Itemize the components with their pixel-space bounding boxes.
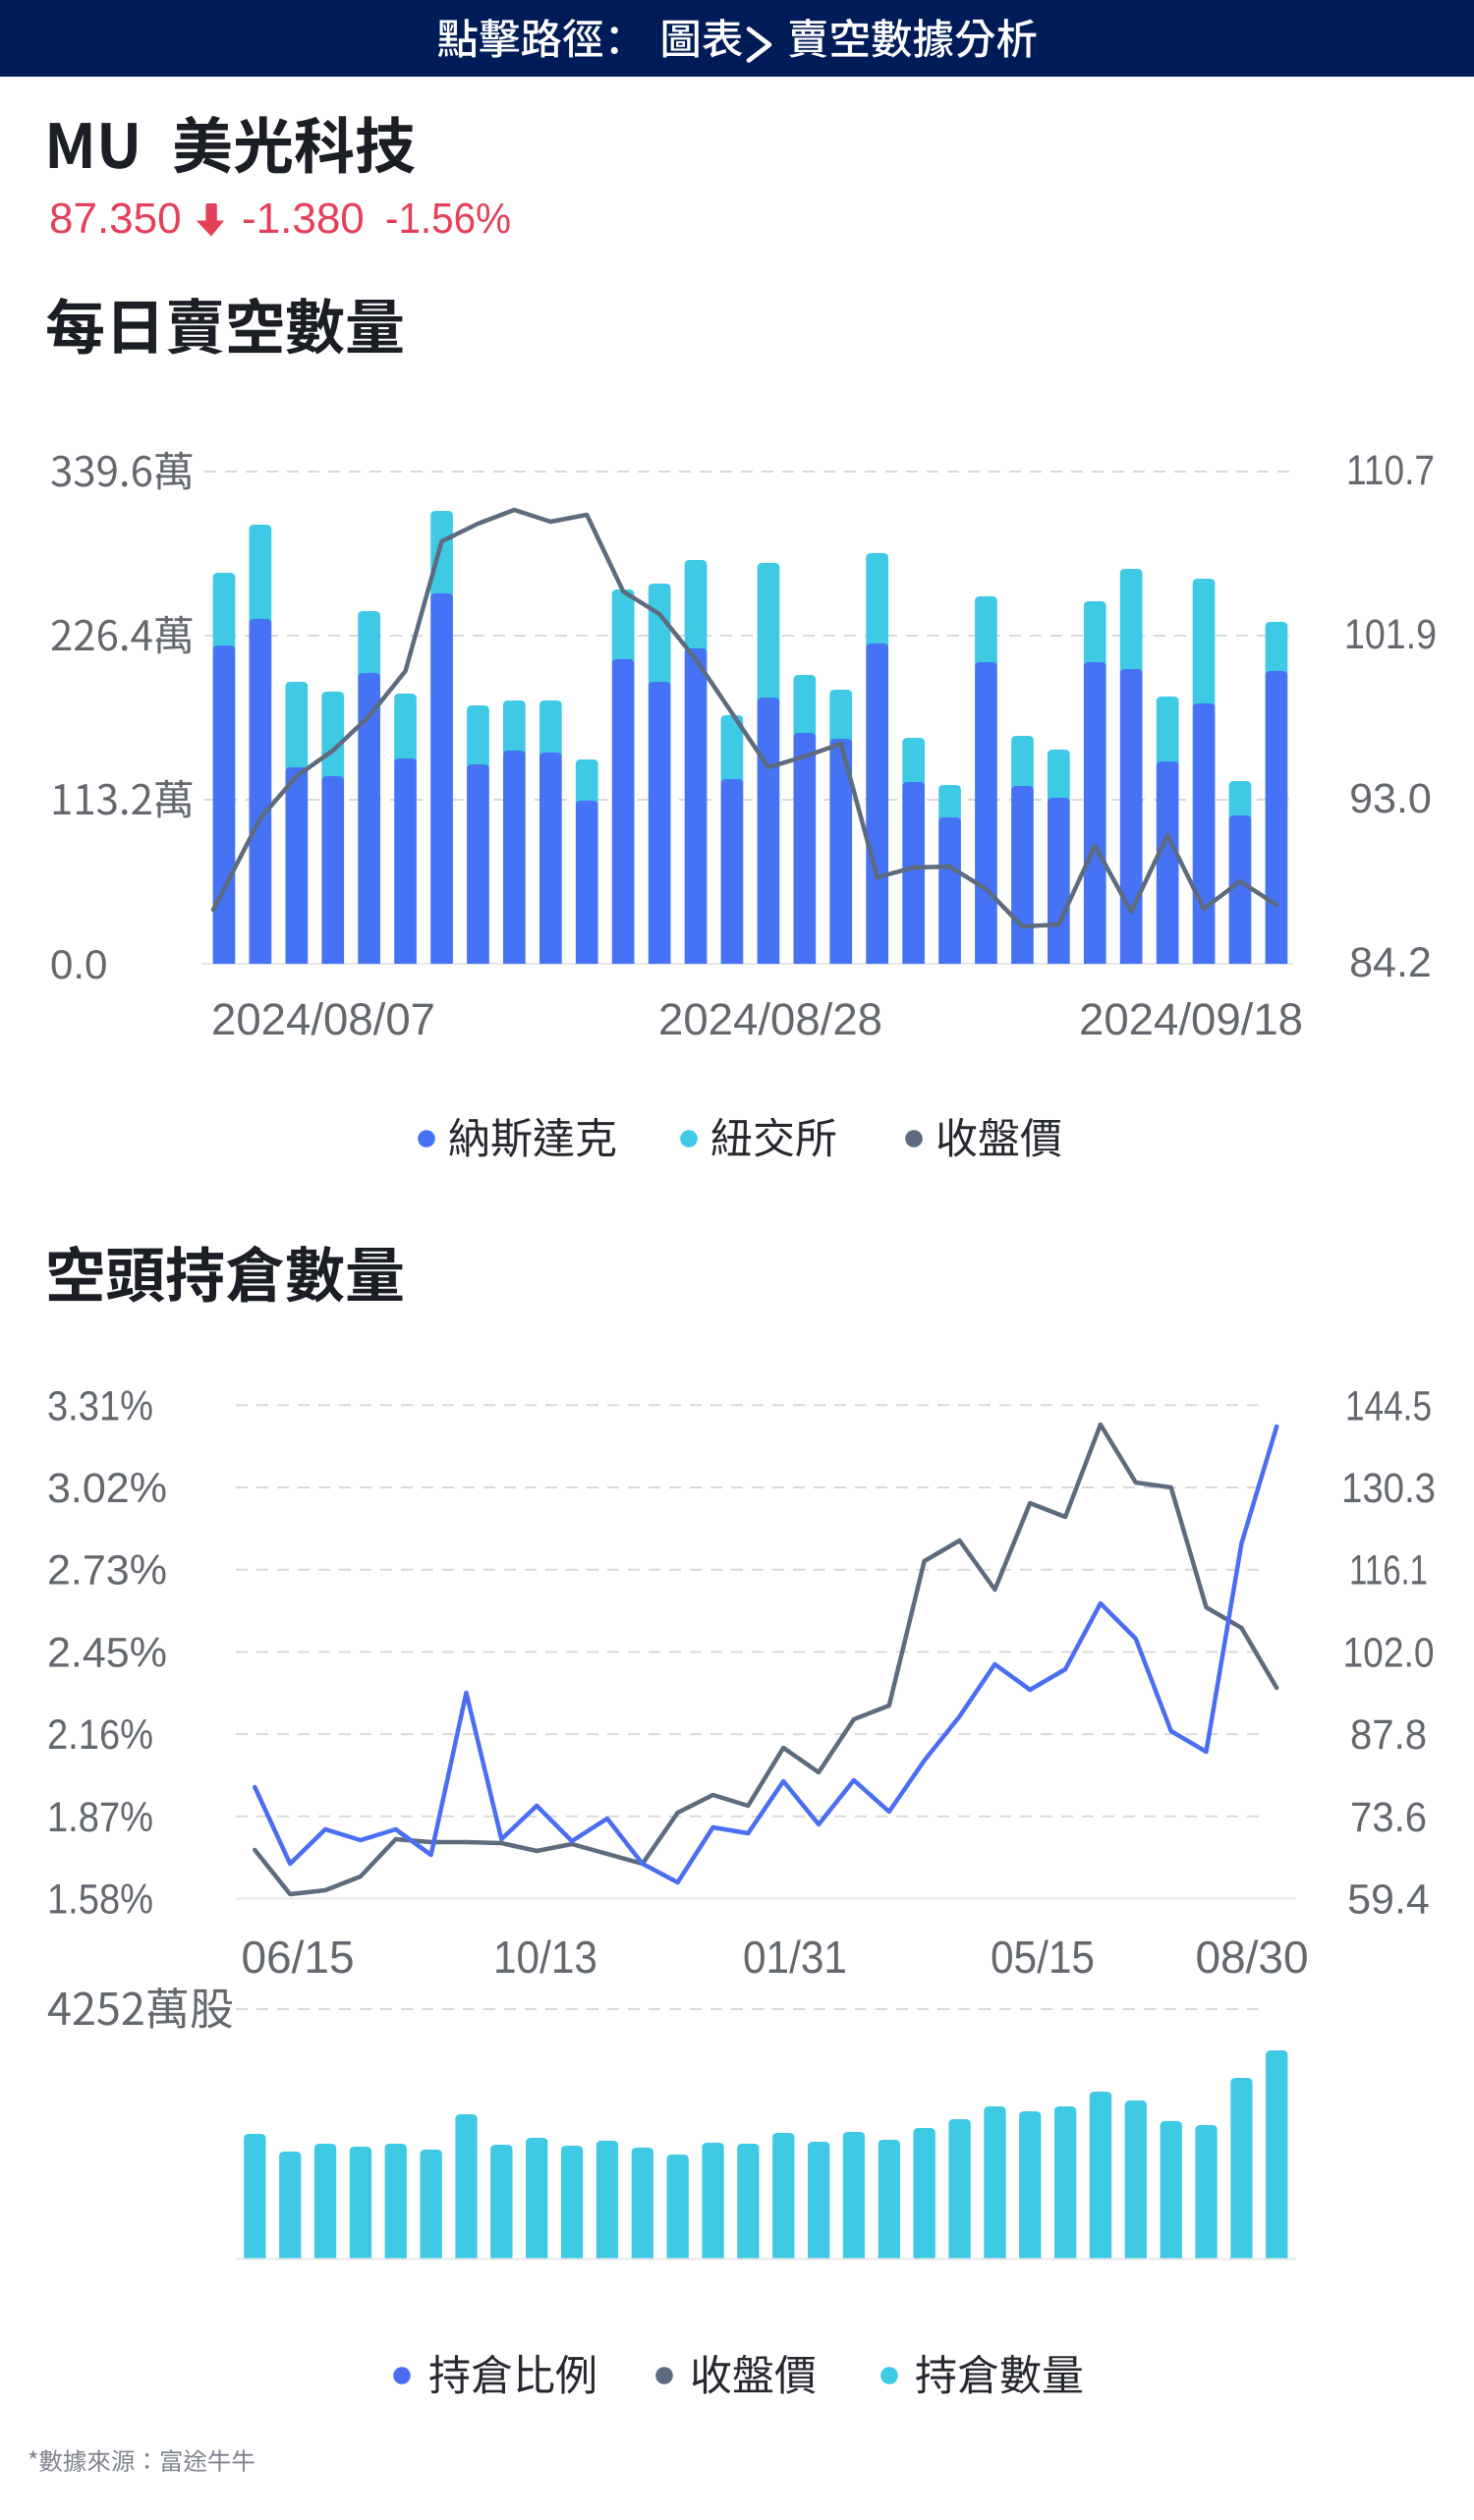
svg-text:2024/09/18: 2024/09/18 <box>1079 994 1303 1044</box>
svg-text:2024/08/07: 2024/08/07 <box>211 994 435 1044</box>
svg-text:59.4: 59.4 <box>1347 1876 1430 1924</box>
svg-text:87.350: 87.350 <box>49 195 182 243</box>
svg-text:05/15: 05/15 <box>991 1932 1095 1983</box>
svg-text:-1.380: -1.380 <box>242 195 365 243</box>
svg-text:0.0: 0.0 <box>50 941 107 987</box>
svg-text:1.87%: 1.87% <box>47 1794 153 1841</box>
svg-text:116.1: 116.1 <box>1349 1547 1428 1595</box>
svg-text:144.5: 144.5 <box>1345 1382 1432 1429</box>
svg-text:3.02%: 3.02% <box>47 1465 167 1512</box>
svg-text:-1.56%: -1.56% <box>385 195 511 243</box>
svg-text:84.2: 84.2 <box>1349 939 1432 986</box>
svg-text:2.16%: 2.16% <box>47 1711 153 1759</box>
svg-text:2.45%: 2.45% <box>47 1629 167 1676</box>
svg-text:130.3: 130.3 <box>1341 1465 1436 1512</box>
svg-text:06/15: 06/15 <box>241 1932 354 1983</box>
svg-text:102.0: 102.0 <box>1343 1629 1435 1676</box>
svg-text:2.73%: 2.73% <box>47 1547 167 1595</box>
svg-text:3.31%: 3.31% <box>47 1382 153 1429</box>
svg-text:87.8: 87.8 <box>1350 1711 1427 1759</box>
svg-text:08/30: 08/30 <box>1195 1932 1308 1983</box>
svg-text:10/13: 10/13 <box>493 1932 597 1983</box>
svg-text:110.7: 110.7 <box>1346 447 1435 494</box>
svg-text:01/31: 01/31 <box>743 1932 847 1983</box>
svg-text:101.9: 101.9 <box>1344 611 1437 658</box>
svg-text:73.6: 73.6 <box>1350 1794 1427 1841</box>
svg-text:2024/08/28: 2024/08/28 <box>658 994 882 1044</box>
svg-text:1.58%: 1.58% <box>47 1876 153 1924</box>
svg-text:93.0: 93.0 <box>1349 775 1432 822</box>
